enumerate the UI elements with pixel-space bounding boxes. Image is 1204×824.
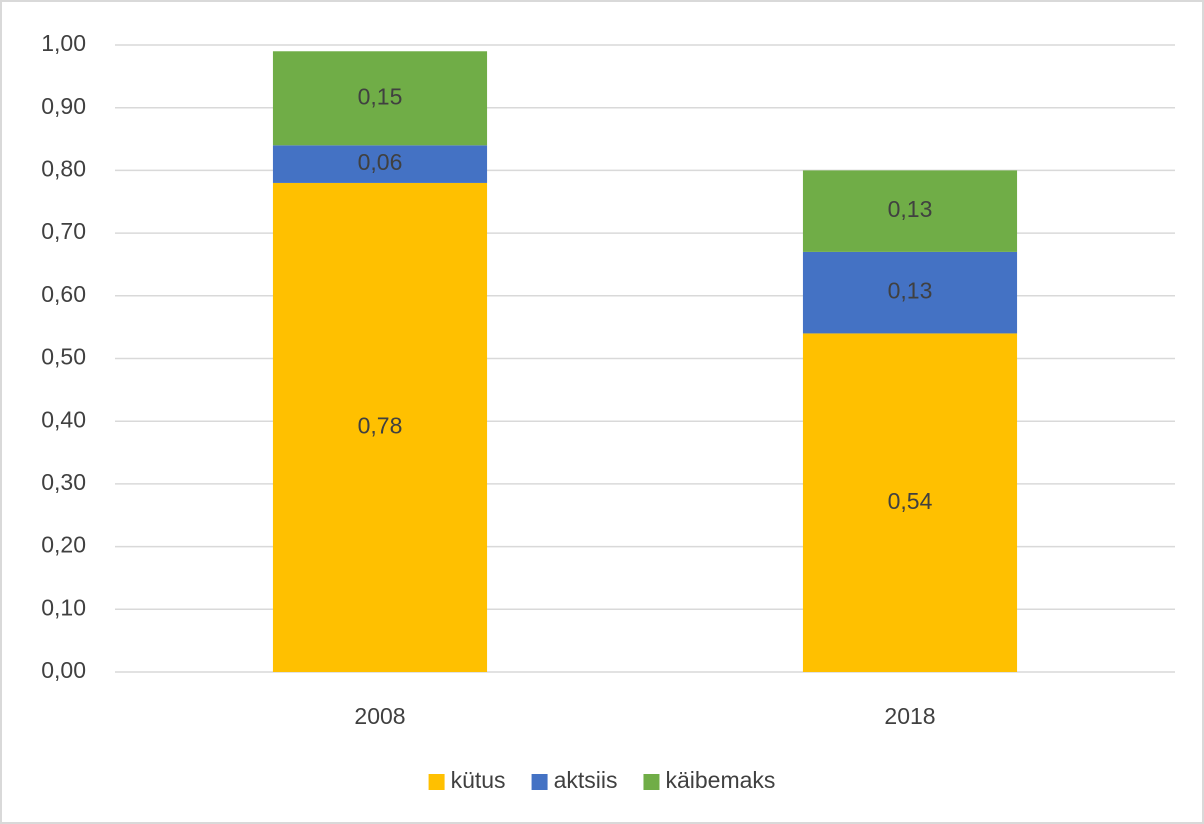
y-tick-label: 1,00	[41, 30, 86, 56]
y-tick-label: 0,50	[41, 344, 86, 370]
data-label: 0,06	[358, 149, 403, 175]
legend-label: kütus	[451, 767, 506, 793]
x-tick-label: 2018	[884, 703, 935, 729]
legend-label: käibemaks	[665, 767, 775, 793]
y-tick-label: 0,20	[41, 532, 86, 558]
y-tick-label: 0,00	[41, 657, 86, 683]
y-tick-label: 0,90	[41, 93, 86, 119]
y-tick-label: 0,80	[41, 155, 86, 181]
legend-swatch	[428, 774, 445, 790]
x-tick-label: 2008	[354, 703, 405, 729]
data-label: 0,13	[888, 196, 933, 222]
legend-label: aktsiis	[554, 767, 618, 793]
bar-segment	[272, 182, 488, 672]
data-label: 0,15	[358, 83, 403, 109]
y-tick-label: 0,40	[41, 406, 86, 432]
y-tick-label: 0,10	[41, 594, 86, 620]
y-tick-label: 0,30	[41, 469, 86, 495]
bar-segment	[802, 251, 1018, 334]
bar-segment	[802, 333, 1018, 672]
bar-segment	[802, 170, 1018, 252]
bar-segment	[272, 145, 488, 183]
data-label: 0,78	[358, 413, 403, 439]
data-label: 0,54	[888, 488, 933, 514]
bar-segment	[272, 51, 488, 146]
legend-swatch	[531, 774, 548, 790]
y-tick-label: 0,70	[41, 218, 86, 244]
legend-swatch	[643, 774, 660, 790]
data-label: 0,13	[888, 278, 933, 304]
y-tick-label: 0,60	[41, 281, 86, 307]
